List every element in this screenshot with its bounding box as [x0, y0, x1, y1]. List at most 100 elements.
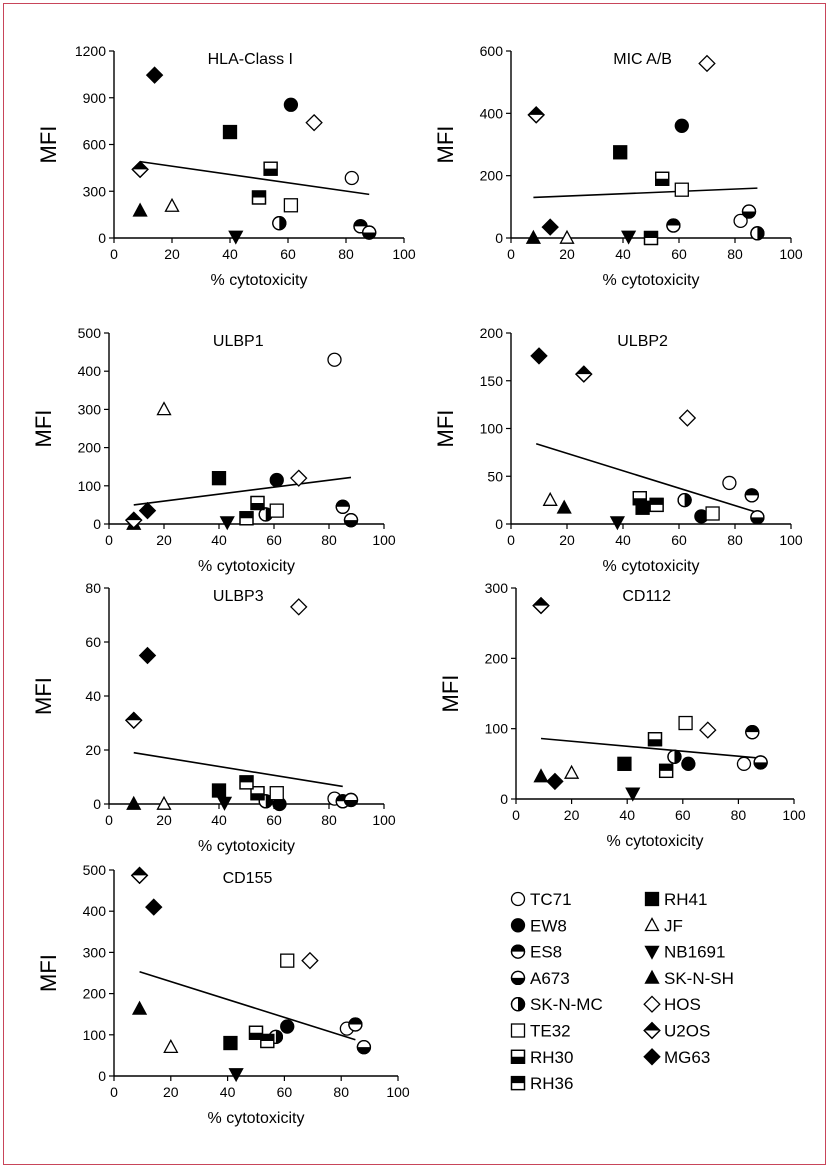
y-tick-label: 300 [83, 944, 107, 960]
legend-item-a673: A673 [510, 969, 570, 988]
marker-sk-n-sh [132, 202, 148, 217]
y-tick-label: 400 [480, 105, 504, 121]
marker-jf [156, 401, 172, 416]
x-tick-label: 0 [105, 812, 113, 828]
x-axis-label: % cytotoxicity [208, 1110, 305, 1127]
x-tick-label: 0 [105, 532, 113, 548]
legend-label: ES8 [530, 943, 562, 962]
y-tick-label: 600 [83, 137, 107, 153]
y-tick-label: 50 [487, 468, 503, 484]
y-tick-label: 300 [78, 401, 102, 417]
marker-ew8 [510, 918, 526, 933]
x-tick-label: 100 [779, 532, 803, 548]
marker-rh41 [617, 756, 632, 771]
legend-label: NB1691 [664, 943, 725, 962]
legend-label: EW8 [530, 916, 567, 935]
x-tick-label: 80 [333, 1084, 349, 1100]
x-tick-label: 40 [615, 532, 631, 548]
marker-rh41 [613, 145, 628, 160]
legend-item-sk-n-mc: SK-N-MC [510, 995, 603, 1014]
marker-tc71 [344, 170, 359, 186]
chart-title: MIC A/B [613, 51, 672, 68]
marker-nb1691 [644, 945, 660, 960]
marker-mg63 [145, 898, 163, 916]
marker-u2os [532, 596, 550, 615]
marker-es8 [666, 218, 681, 233]
marker-u2os [130, 866, 149, 885]
marker-sk-n-mc [750, 226, 765, 241]
marker-mg63 [546, 772, 564, 791]
legend-label: MG63 [664, 1048, 710, 1067]
x-tick-label: 40 [615, 246, 631, 262]
marker-u2os [131, 160, 149, 179]
marker-jf [164, 197, 180, 212]
x-tick-label: 100 [779, 246, 803, 262]
marker-te32 [510, 1023, 526, 1038]
legend-label: TC71 [530, 890, 572, 909]
y-tick-label: 200 [480, 325, 504, 341]
y-tick-label: 100 [480, 421, 504, 437]
marker-tc71 [733, 213, 748, 229]
x-tick-label: 20 [156, 812, 172, 828]
marker-hos [290, 598, 308, 616]
marker-a673 [741, 204, 757, 219]
marker-u2os [527, 106, 545, 124]
marker-nb1691 [228, 230, 244, 245]
legend-item-jf: JF [644, 916, 683, 935]
marker-rh30 [250, 495, 265, 511]
x-tick-label: 60 [280, 246, 296, 262]
x-tick-label: 100 [392, 246, 416, 262]
x-tick-label: 80 [727, 532, 743, 548]
marker-hos [699, 721, 717, 739]
x-tick-label: 60 [277, 1084, 293, 1100]
y-tick-label: 300 [83, 183, 107, 199]
trend-line [540, 737, 761, 760]
legend-label: SK-N-SH [664, 969, 734, 988]
marker-rh36 [658, 763, 674, 779]
legend-label: TE32 [530, 1022, 571, 1041]
chart-ulbp2: 0 50 100 150 200 0 20 40 60 80 100 % cytotoxicity MF… [433, 325, 803, 575]
x-axis-label: % cytotoxicity [198, 558, 295, 575]
marker-te32 [674, 182, 689, 197]
marker-tc71 [510, 891, 526, 907]
y-tick-label: 40 [85, 688, 101, 704]
y-tick-label: 0 [98, 1068, 106, 1084]
marker-ew8 [283, 97, 299, 112]
chart-title: CD112 [622, 588, 671, 605]
y-axis-label: MFI [31, 677, 56, 715]
x-tick-label: 0 [512, 807, 520, 823]
marker-nb1691 [609, 516, 625, 531]
y-tick-label: 200 [78, 440, 102, 456]
marker-a673 [356, 1040, 372, 1055]
marker-te32 [678, 715, 693, 731]
marker-mg63 [541, 218, 559, 236]
y-axis-label: MFI [36, 126, 61, 164]
legend-label: RH30 [530, 1048, 573, 1067]
legend-item-nb1691: NB1691 [644, 943, 725, 962]
x-axis-label: % cytotoxicity [607, 833, 704, 850]
marker-nb1691 [621, 230, 637, 245]
y-tick-label: 900 [83, 90, 107, 106]
chart-cd112: 0 100 200 300 0 20 40 60 80 100 % cytotoxicity MFI C… [438, 580, 806, 850]
marker-te32 [705, 506, 720, 521]
legend-label: JF [664, 916, 683, 935]
marker-hos [305, 113, 323, 132]
marker-es8 [335, 499, 350, 514]
chart-ulbp1: 0 100 200 300 400 500 0 20 40 60 80 100 % cytotoxici… [31, 325, 396, 575]
chart-title: ULBP1 [213, 333, 264, 350]
marker-rh30 [647, 732, 663, 747]
x-tick-label: 60 [266, 532, 282, 548]
marker-sk-n-sh [126, 795, 142, 810]
marker-rh36 [251, 190, 267, 205]
chart-title: ULBP2 [617, 333, 668, 350]
trend-line [133, 751, 343, 788]
marker-rh41 [222, 124, 238, 140]
marker-rh30 [248, 1025, 264, 1040]
marker-u2os [125, 711, 143, 730]
x-tick-label: 100 [372, 812, 396, 828]
y-tick-label: 0 [98, 230, 106, 246]
marker-sk-n-sh [131, 1000, 148, 1015]
x-tick-label: 20 [564, 807, 580, 823]
legend-item-rh30: RH30 [510, 1048, 573, 1067]
legend-label: HOS [664, 995, 701, 1014]
